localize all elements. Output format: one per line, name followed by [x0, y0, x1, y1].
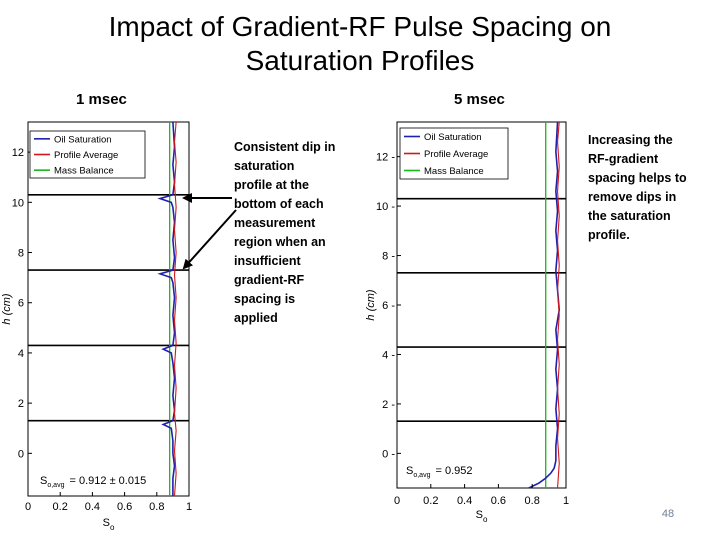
legend-entry: Mass Balance — [54, 166, 114, 177]
x-tick-label: 0.4 — [85, 501, 100, 513]
x-tick-label: 0.2 — [423, 495, 438, 507]
legend-entry: Profile Average — [54, 150, 118, 161]
slide-title-line-1: Impact of Gradient-RF Pulse Spacing on — [108, 11, 612, 42]
x-tick-label: 0 — [394, 495, 400, 507]
oil-saturation-series — [528, 121, 561, 489]
arrow-to-lower-dip — [182, 209, 237, 270]
profile-average-series — [556, 121, 560, 489]
x-tick-label: 0.8 — [525, 495, 540, 507]
legend: Oil Saturation Profile Average Mass Balanc… — [399, 127, 509, 180]
x-tick-label: 0 — [25, 501, 31, 513]
x-tick-label: 0.8 — [149, 501, 164, 513]
left-note: Consistent dip in saturation profile at … — [234, 140, 336, 325]
x-tick-label: 0.2 — [53, 501, 68, 513]
y-tick-label: 12 - — [376, 152, 395, 164]
oil-saturation-series — [157, 121, 176, 496]
y-axis-label: h (cm) — [365, 289, 377, 321]
x-tick-label: 1 — [186, 501, 192, 513]
y-tick-label: 10 — [12, 197, 24, 209]
x-tick-label: 0.4 — [457, 495, 472, 507]
average-annotation: So,avg = 0.952 — [406, 465, 473, 479]
y-tick-label: 2 - — [382, 399, 395, 411]
x-tick-label: 0.6 — [491, 495, 506, 507]
slide-title-line-2: Saturation Profiles — [245, 45, 475, 76]
y-tick-label: 6 - — [382, 300, 395, 312]
profile-average-series — [173, 121, 177, 497]
chart-2: 0 0.2 0.4 0.6 0.8 10 -2 -4 -6 -8 -10 -12 -Soh… — [365, 121, 569, 524]
slide-number: 48 — [661, 508, 675, 520]
legend-entry: Mass Balance — [424, 166, 484, 177]
y-axis-label: h (cm) — [1, 293, 13, 325]
legend-entry: Oil Saturation — [424, 132, 482, 143]
y-tick-label: 4 — [18, 348, 24, 360]
x-axis-label: So — [103, 517, 115, 532]
legend: Oil Saturation Profile Average Mass Balanc… — [29, 130, 146, 179]
y-tick-label: 6 — [18, 298, 24, 310]
y-tick-label: 8 - — [382, 251, 395, 263]
x-tick-label: 0.6 — [117, 501, 132, 513]
y-tick-label: 4 - — [382, 349, 395, 361]
legend-entry: Profile Average — [424, 149, 488, 160]
slide-title: Impact of Gradient-RF Pulse Spacing on S… — [0, 10, 720, 78]
y-tick-label: 12 — [12, 147, 24, 159]
y-tick-label: 0 — [18, 448, 24, 460]
panel-label-left: 1 msec — [76, 91, 127, 108]
legend-entry: Oil Saturation — [54, 134, 112, 145]
y-tick-label: 10 - — [376, 201, 395, 213]
right-note: Increasing the RF-gradient spacing helps… — [588, 133, 687, 242]
y-tick-label: 2 — [18, 398, 24, 410]
plot-frame — [27, 121, 190, 497]
x-tick-label: 1 — [563, 495, 569, 507]
plot-frame — [396, 121, 567, 489]
panel-label-right: 5 msec — [454, 91, 505, 108]
x-axis-label: So — [476, 509, 488, 524]
y-tick-label: 8 — [18, 248, 24, 260]
average-annotation: So,avg = 0.912 ± 0.015 — [40, 475, 146, 489]
y-tick-label: 0 - — [382, 448, 395, 460]
